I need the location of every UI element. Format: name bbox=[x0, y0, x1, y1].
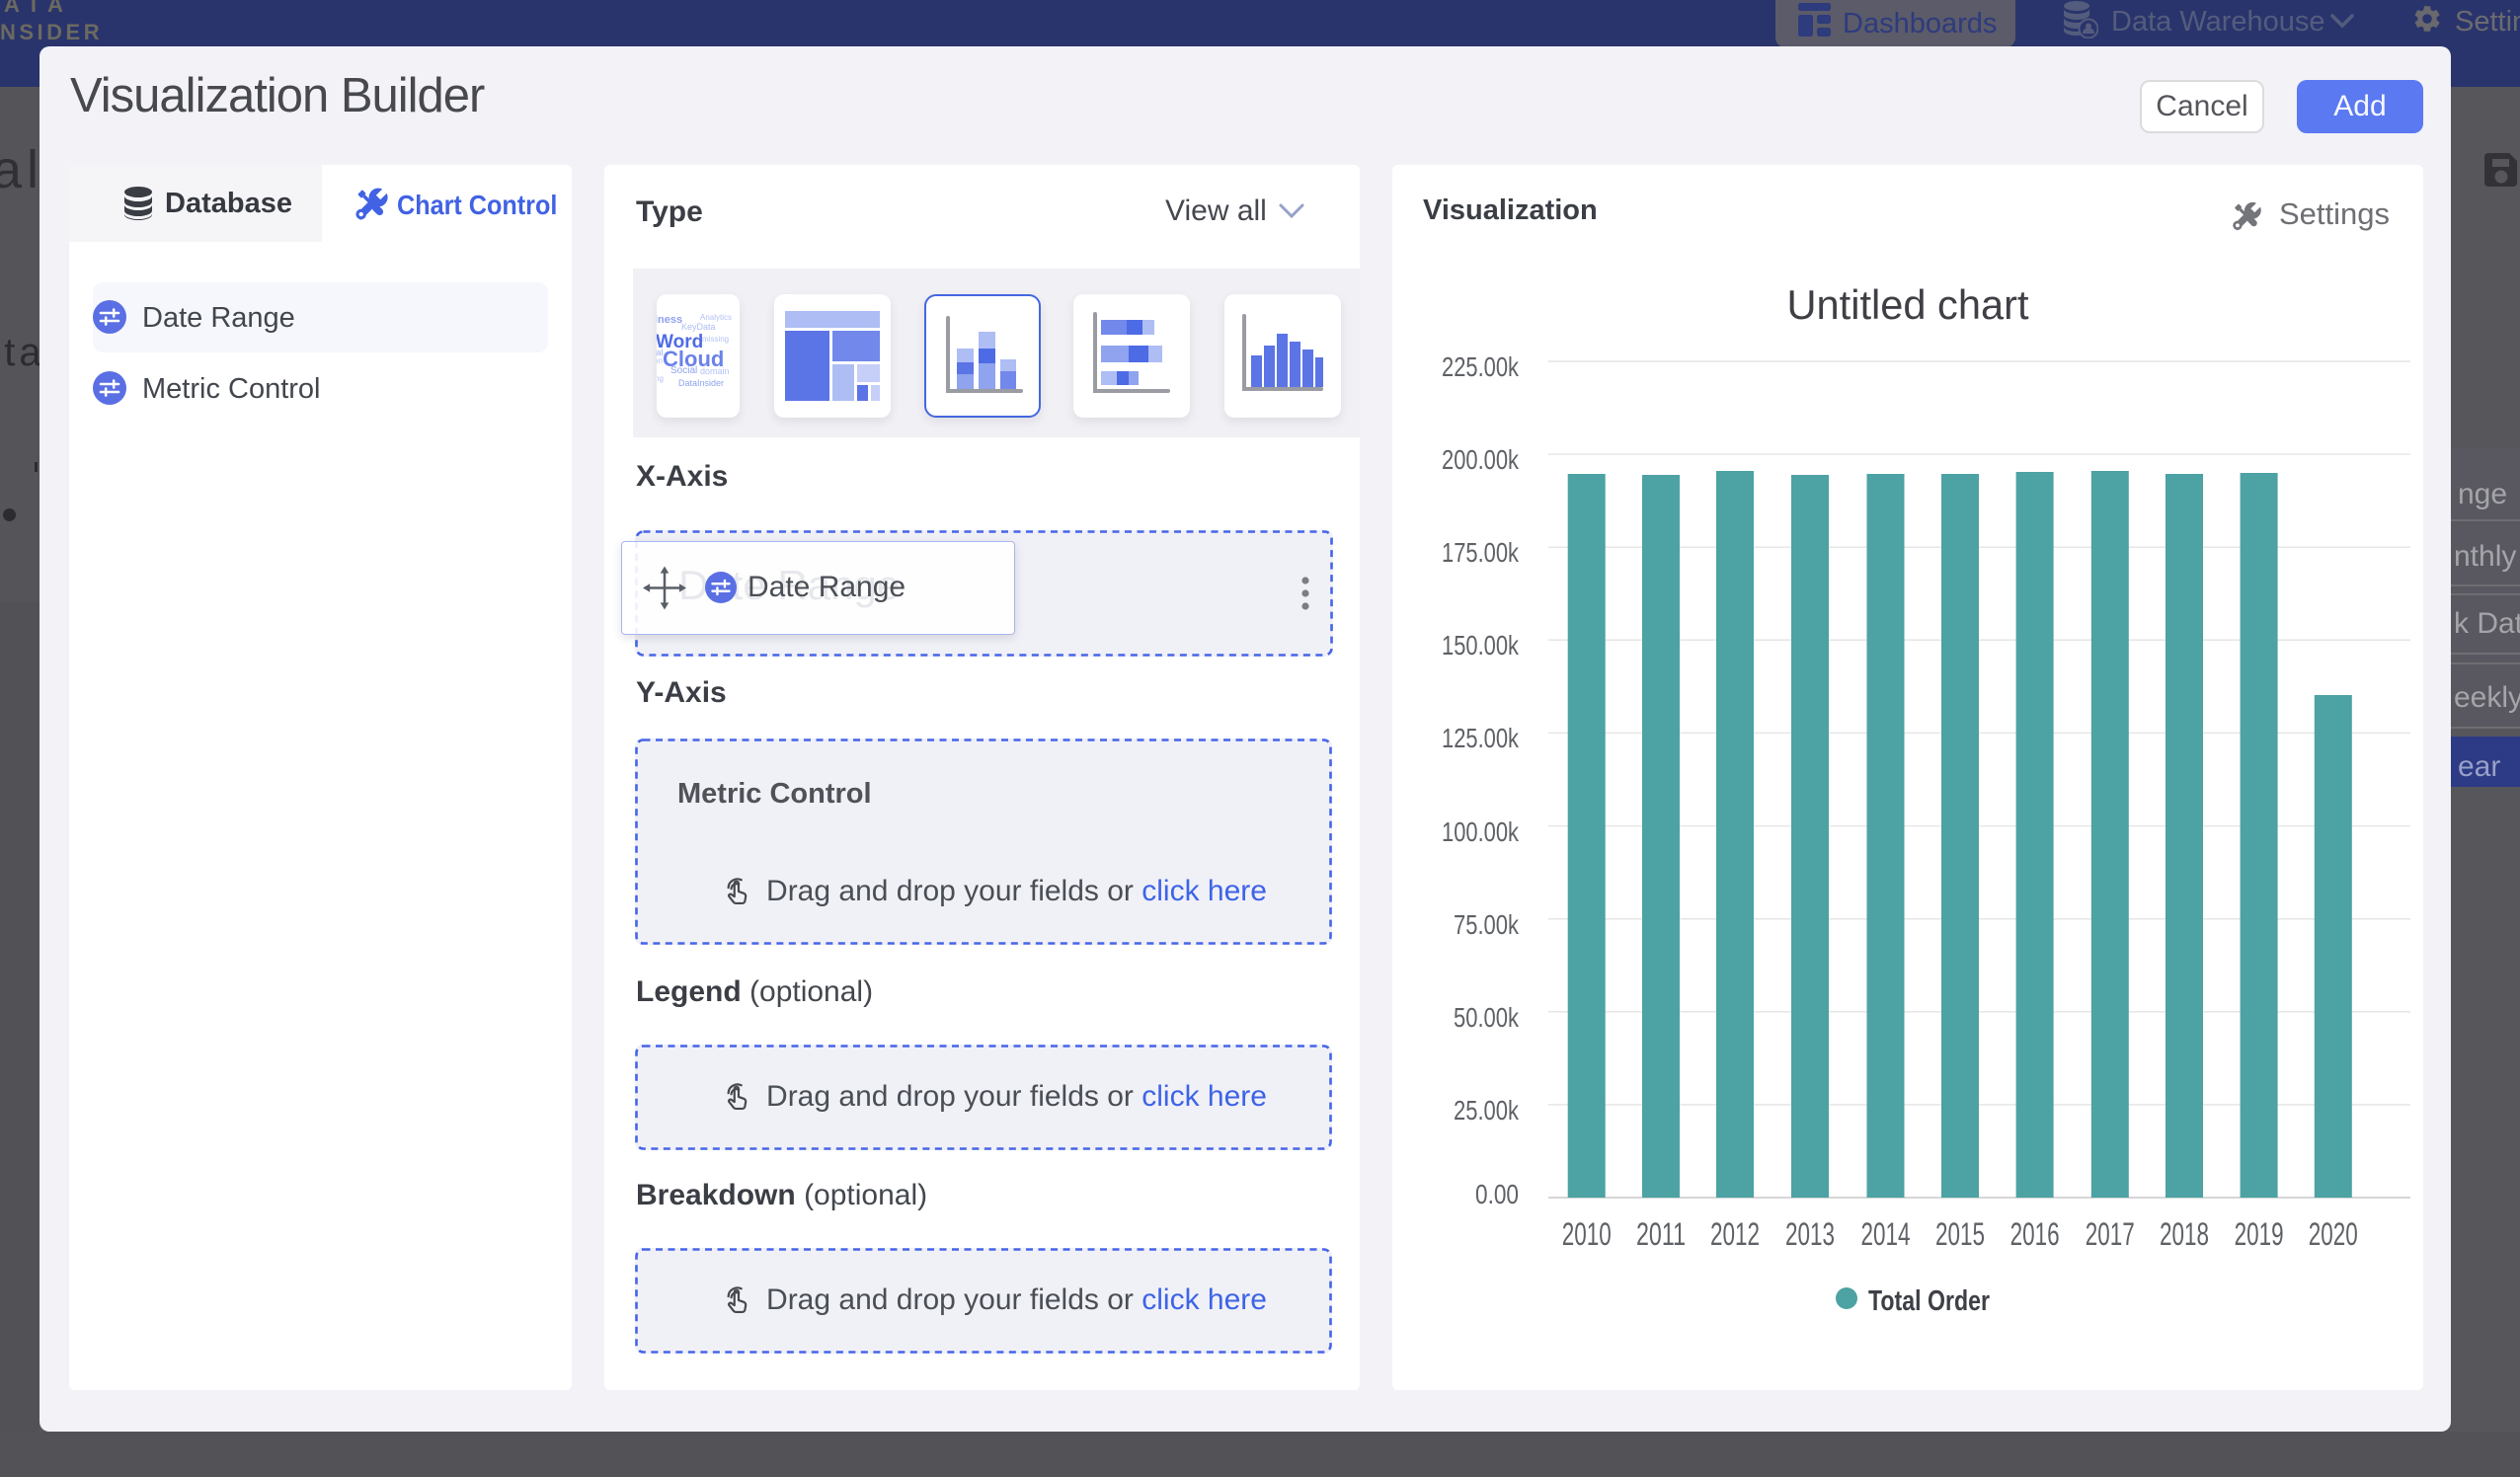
svg-text:25.00k: 25.00k bbox=[1454, 1095, 1520, 1126]
svg-text:150.00k: 150.00k bbox=[1442, 630, 1520, 661]
svg-text:75.00k: 75.00k bbox=[1454, 909, 1520, 940]
svg-text:2013: 2013 bbox=[1785, 1216, 1835, 1252]
svg-text:175.00k: 175.00k bbox=[1442, 537, 1520, 568]
svg-text:Total Order: Total Order bbox=[1868, 1285, 1990, 1317]
svg-text:2015: 2015 bbox=[1935, 1216, 1985, 1252]
svg-text:2019: 2019 bbox=[2235, 1216, 2284, 1252]
svg-text:Untitled chart: Untitled chart bbox=[1787, 281, 2029, 328]
svg-text:2010: 2010 bbox=[1562, 1216, 1612, 1252]
svg-text:2012: 2012 bbox=[1710, 1216, 1760, 1252]
svg-text:2017: 2017 bbox=[2086, 1216, 2135, 1252]
svg-text:2011: 2011 bbox=[1636, 1216, 1686, 1252]
svg-text:2016: 2016 bbox=[2010, 1216, 2060, 1252]
svg-text:2020: 2020 bbox=[2309, 1216, 2358, 1252]
svg-text:200.00k: 200.00k bbox=[1442, 444, 1520, 475]
svg-text:2014: 2014 bbox=[1861, 1216, 1911, 1252]
svg-text:0.00: 0.00 bbox=[1475, 1179, 1519, 1209]
svg-text:125.00k: 125.00k bbox=[1442, 723, 1520, 753]
svg-text:100.00k: 100.00k bbox=[1442, 816, 1520, 847]
svg-text:50.00k: 50.00k bbox=[1454, 1002, 1520, 1033]
svg-text:225.00k: 225.00k bbox=[1442, 351, 1520, 382]
svg-text:2018: 2018 bbox=[2160, 1216, 2209, 1252]
